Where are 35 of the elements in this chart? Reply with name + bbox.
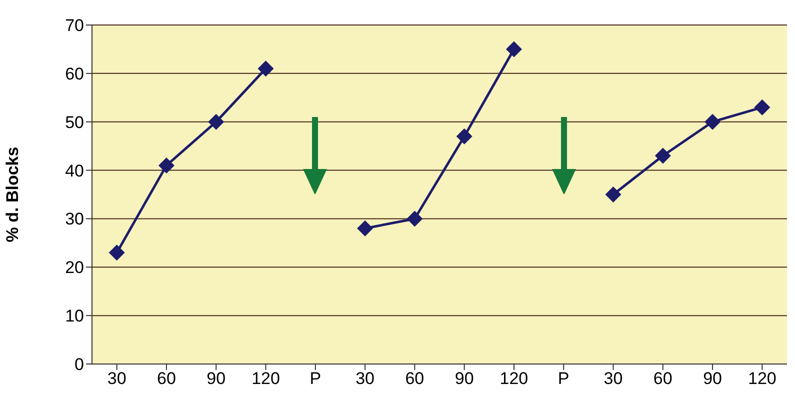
point bbox=[754, 99, 770, 116]
x-tick-label: 30 bbox=[356, 369, 374, 388]
point bbox=[704, 114, 721, 130]
x-tick-label: 60 bbox=[157, 369, 176, 388]
y-tick-label: 60 bbox=[65, 64, 84, 84]
point bbox=[158, 157, 174, 174]
point bbox=[406, 210, 423, 227]
x-tick-label: 120 bbox=[500, 369, 528, 388]
x-tick-label: 90 bbox=[206, 369, 226, 388]
x-tick-label: 90 bbox=[454, 369, 474, 388]
y-tick-label: 10 bbox=[65, 306, 84, 326]
x-tick-label: P bbox=[558, 369, 570, 388]
point bbox=[605, 186, 622, 202]
x-tick-label: 30 bbox=[604, 369, 623, 388]
y-axis-title: % d. Blocks bbox=[3, 146, 22, 242]
point bbox=[208, 114, 224, 130]
point bbox=[654, 148, 671, 164]
x-tick-label: 90 bbox=[703, 369, 722, 388]
x-tick-label: 120 bbox=[748, 369, 776, 388]
x-tick-label: 30 bbox=[107, 369, 126, 388]
point bbox=[258, 60, 274, 77]
y-tick-label: 50 bbox=[65, 112, 84, 132]
y-tick-label: 30 bbox=[65, 210, 84, 229]
point bbox=[456, 128, 472, 144]
y-tick-label: 40 bbox=[65, 161, 84, 180]
y-tick-label: 70 bbox=[65, 16, 84, 36]
point bbox=[357, 220, 374, 236]
x-tick-label: 60 bbox=[653, 369, 672, 388]
y-tick-label: 20 bbox=[65, 258, 84, 278]
point bbox=[108, 244, 125, 261]
x-tick-label: 60 bbox=[405, 369, 424, 388]
x-tick-label: 120 bbox=[252, 369, 280, 388]
x-tick-label: P bbox=[310, 369, 322, 388]
point bbox=[506, 41, 522, 58]
y-tick-label: 0 bbox=[74, 355, 84, 374]
